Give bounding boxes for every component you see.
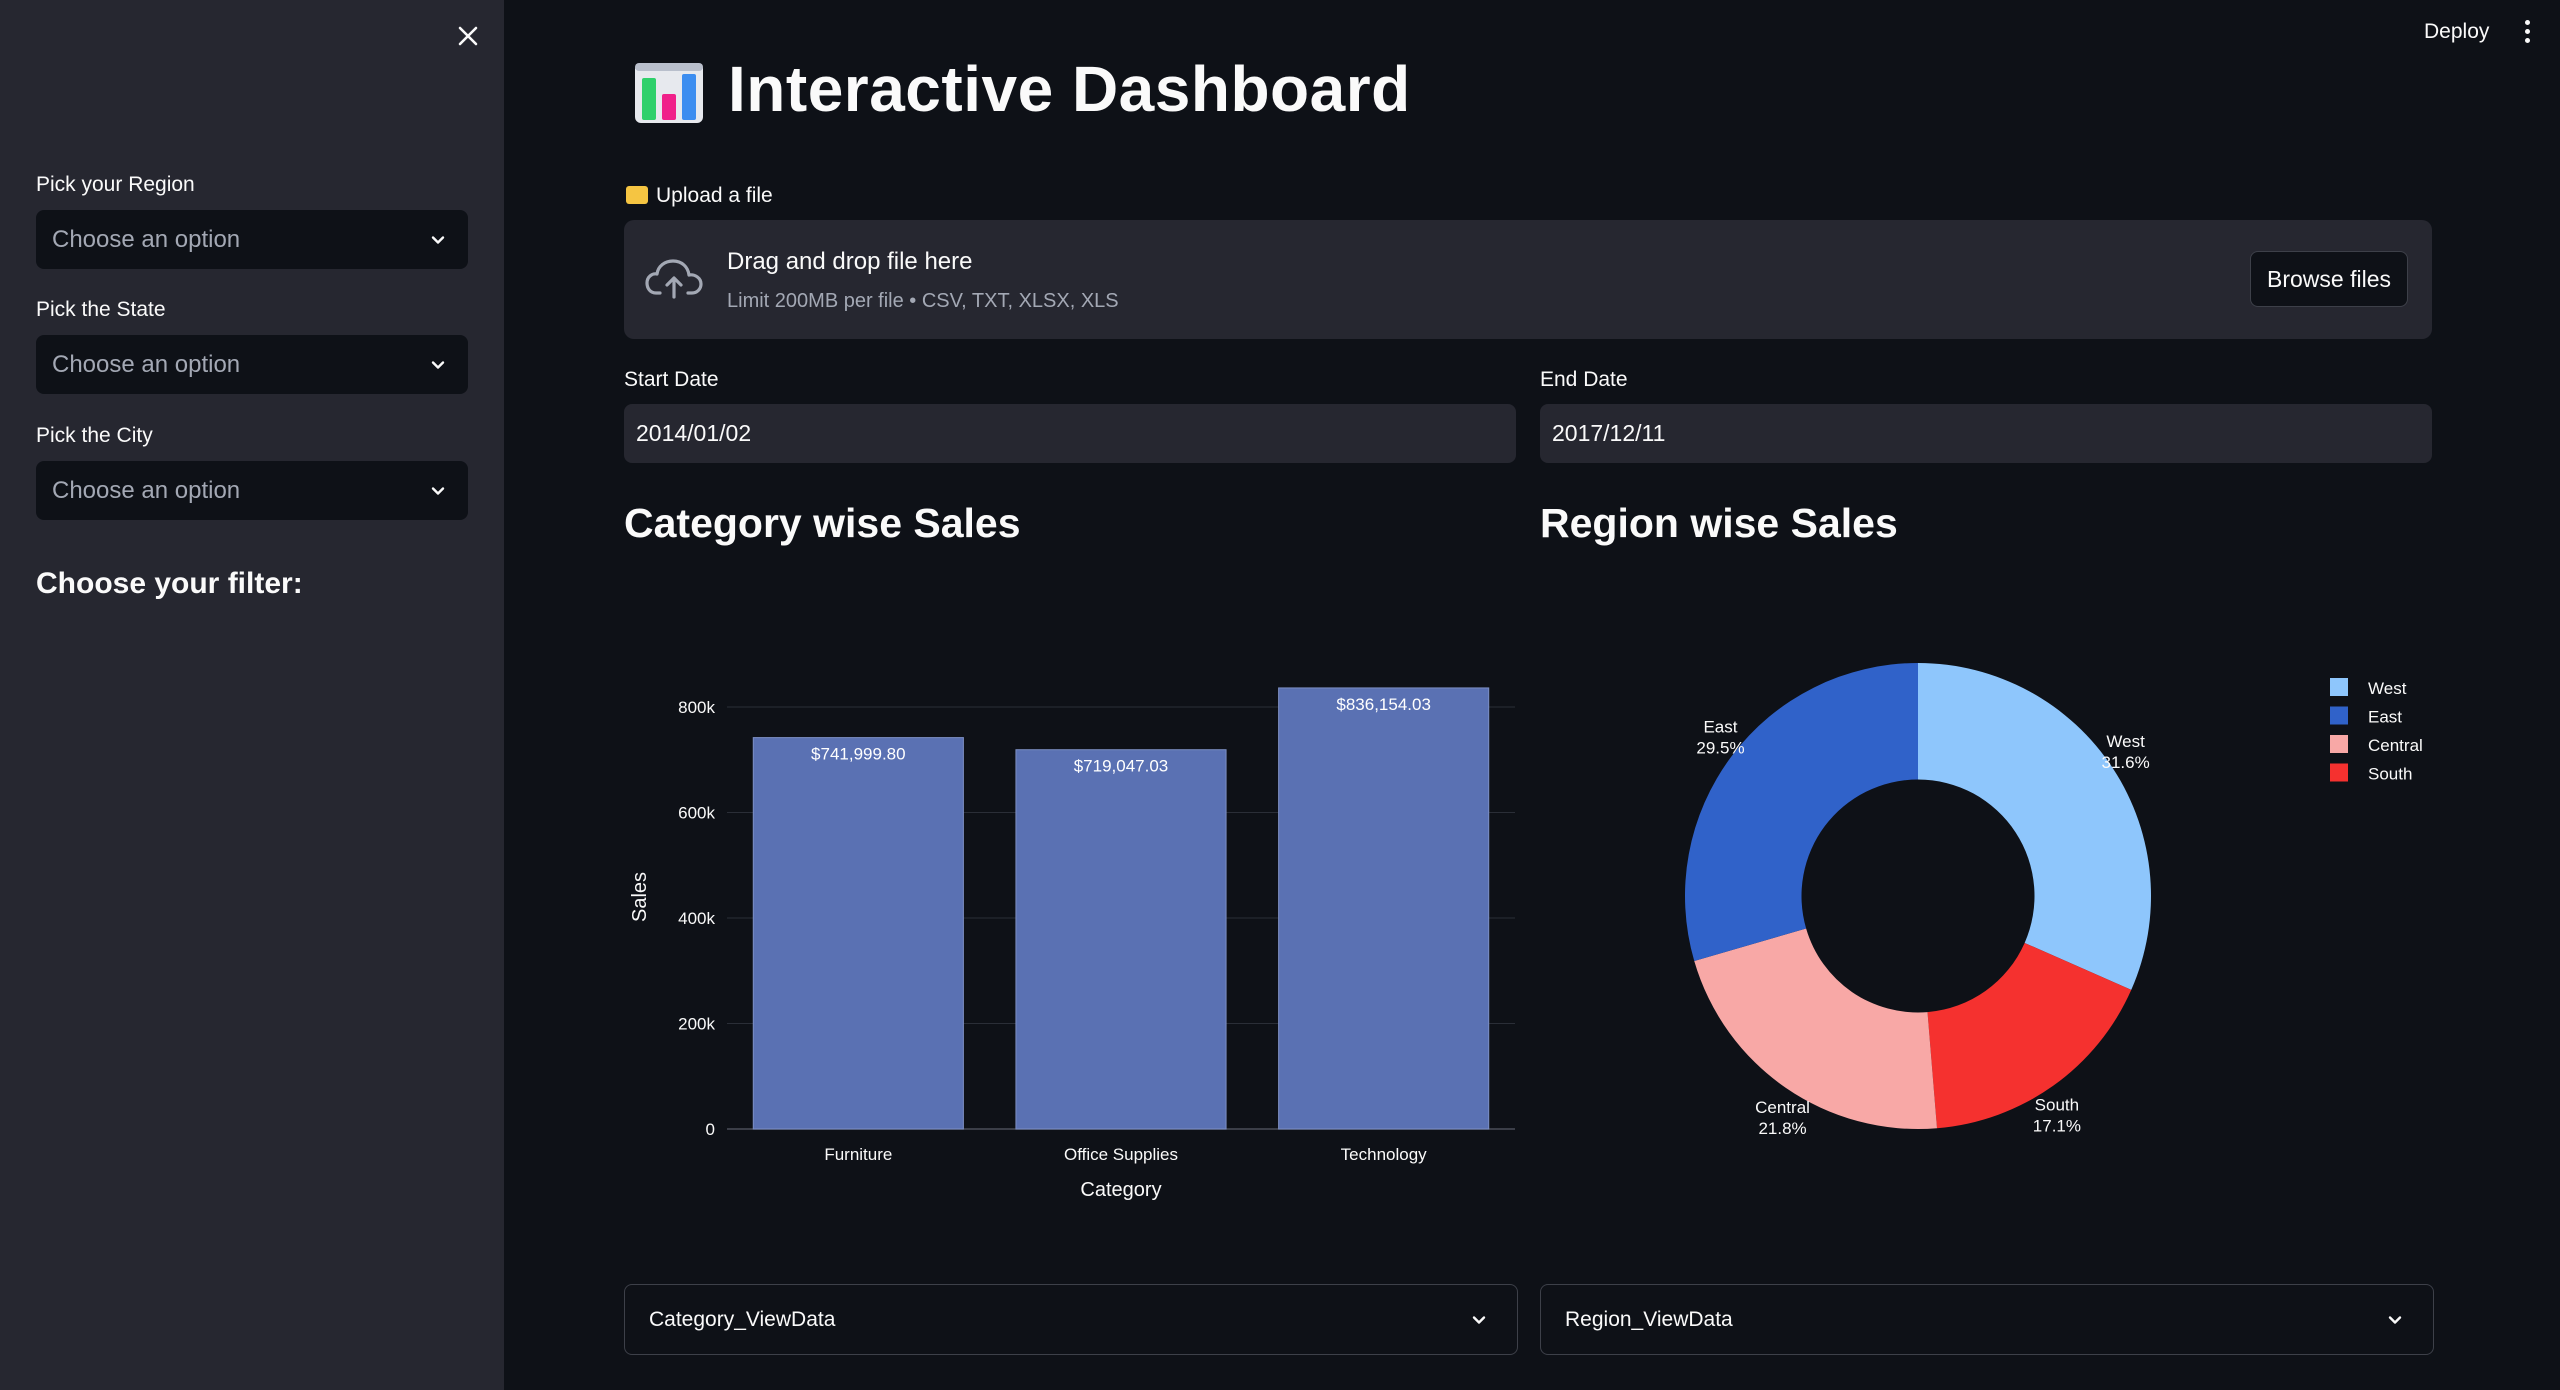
main-menu-icon[interactable] <box>2518 20 2536 46</box>
category-sales-bar-chart: 0 200k 400k 600k 800k $741,999.80 Furniture $71… <box>629 687 1515 1201</box>
category-viewdata-expander[interactable]: Category_ViewData <box>624 1284 1518 1355</box>
slice-name-label: South <box>2035 1095 2079 1114</box>
browse-files-button[interactable]: Browse files <box>2250 251 2408 307</box>
state-filter-label: Pick the State <box>36 298 166 321</box>
donut-slice[interactable] <box>1685 663 1918 962</box>
chevron-down-icon <box>431 361 445 369</box>
donut-slice[interactable] <box>1927 942 2132 1129</box>
city-select-placeholder: Choose an option <box>52 477 241 504</box>
city-filter-label: Pick the City <box>36 424 153 447</box>
file-dropzone[interactable]: Drag and drop file here Limit 200MB per … <box>624 220 2432 339</box>
region-select[interactable]: Choose an option <box>36 210 468 269</box>
x-tick-label: Technology <box>1341 1145 1428 1164</box>
chevron-down-icon <box>431 236 445 244</box>
bar-data-label: $836,154.03 <box>1336 695 1431 714</box>
slice-name-label: Central <box>1755 1098 1810 1117</box>
slice-name-label: East <box>1703 718 1737 737</box>
category-expander-label: Category_ViewData <box>649 1308 836 1331</box>
bar-data-label: $719,047.03 <box>1074 757 1169 776</box>
legend-swatch[interactable] <box>2330 678 2348 696</box>
bar-data-label: $741,999.80 <box>811 745 906 764</box>
x-tick-label: Office Supplies <box>1064 1145 1178 1164</box>
legend-swatch[interactable] <box>2330 763 2348 782</box>
region-sales-donut-chart: West 31.6% South 17.1% Central 21.8% East 29.5%… <box>1685 663 2423 1138</box>
page-title: Interactive Dashboard <box>728 53 1411 125</box>
end-date-label: End Date <box>1540 368 1628 391</box>
region-expander-label: Region_ViewData <box>1565 1308 1733 1331</box>
x-axis-title: Category <box>1080 1179 1161 1201</box>
y-tick-label: 0 <box>706 1120 715 1139</box>
slice-percent-label: 29.5% <box>1696 739 1744 758</box>
slice-name-label: West <box>2106 732 2145 751</box>
region-sales-heading: Region wise Sales <box>1540 500 1898 546</box>
city-select[interactable]: Choose an option <box>36 461 468 520</box>
bar[interactable] <box>752 737 964 1130</box>
y-axis-title: Sales <box>629 872 651 922</box>
bar[interactable] <box>1015 749 1227 1130</box>
region-filter-label: Pick your Region <box>36 173 195 196</box>
dropzone-text: Drag and drop file here <box>727 248 973 275</box>
legend-label[interactable]: South <box>2368 765 2412 784</box>
bar[interactable] <box>1278 687 1490 1130</box>
legend-swatch[interactable] <box>2330 735 2348 753</box>
slice-percent-label: 21.8% <box>1758 1119 1806 1138</box>
cloud-upload-icon <box>645 259 703 299</box>
y-tick-label: 200k <box>678 1015 715 1034</box>
close-sidebar-icon[interactable] <box>452 20 484 52</box>
region-viewdata-expander[interactable]: Region_ViewData <box>1540 1284 2434 1355</box>
slice-percent-label: 17.1% <box>2033 1116 2081 1135</box>
state-select[interactable]: Choose an option <box>36 335 468 394</box>
donut-slice[interactable] <box>1694 928 1938 1129</box>
y-tick-label: 600k <box>678 804 715 823</box>
state-select-placeholder: Choose an option <box>52 351 241 378</box>
upload-label-text: Upload a file <box>656 184 773 207</box>
legend-label[interactable]: West <box>2368 679 2407 698</box>
x-tick-label: Furniture <box>824 1145 892 1164</box>
y-tick-label: 800k <box>678 698 715 717</box>
category-sales-heading: Category wise Sales <box>624 500 1021 546</box>
start-date-input[interactable] <box>624 404 1516 463</box>
end-date-input[interactable] <box>1540 404 2432 463</box>
region-select-placeholder: Choose an option <box>52 226 241 253</box>
legend-label[interactable]: East <box>2368 708 2402 727</box>
chevron-down-icon <box>431 487 445 495</box>
legend-swatch[interactable] <box>2330 706 2348 725</box>
bar-chart-emoji-icon <box>635 63 703 123</box>
legend-label[interactable]: Central <box>2368 736 2423 755</box>
chevron-down-icon <box>1472 1316 1486 1324</box>
donut-slice[interactable] <box>1918 663 2151 990</box>
sidebar: Pick your Region Choose an option Pick t… <box>0 0 504 1390</box>
folder-icon <box>626 186 648 204</box>
filter-heading: Choose your filter: <box>36 567 303 600</box>
upload-label: Upload a file <box>626 184 773 208</box>
slice-percent-label: 31.6% <box>2102 753 2150 772</box>
deploy-button[interactable]: Deploy <box>2424 20 2490 43</box>
dropzone-limit: Limit 200MB per file • CSV, TXT, XLSX, X… <box>727 290 1119 312</box>
y-tick-label: 400k <box>678 909 715 928</box>
chevron-down-icon <box>2388 1316 2402 1324</box>
start-date-label: Start Date <box>624 368 719 391</box>
